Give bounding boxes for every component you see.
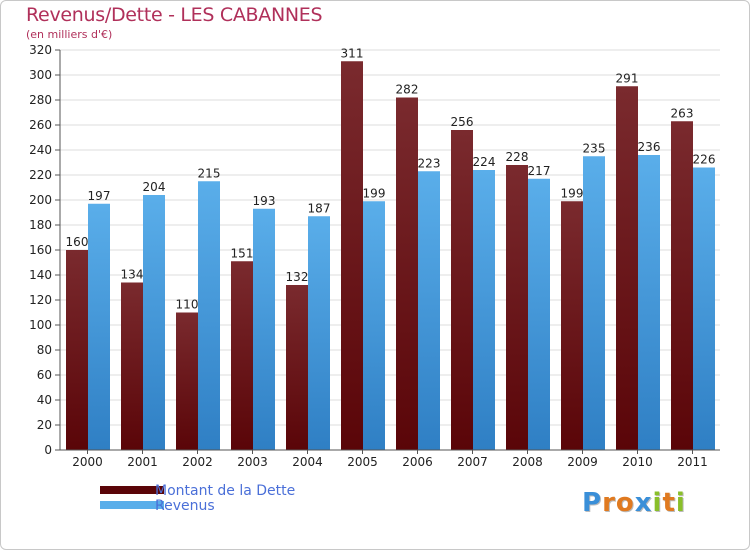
bar-dette (176, 312, 198, 450)
bar-dette (231, 261, 253, 450)
chart-subtitle: (en milliers d'€) (26, 28, 113, 41)
y-tick-label: 300 (29, 68, 52, 82)
bar-dette (286, 285, 308, 450)
y-tick-label: 320 (29, 43, 52, 57)
y-tick-label: 80 (37, 343, 52, 357)
data-label-revenus: 226 (693, 153, 716, 167)
logo-letter: o (615, 488, 635, 518)
y-tick-label: 140 (29, 268, 52, 282)
logo-letter: t (662, 488, 676, 518)
data-label-revenus: 217 (528, 164, 551, 178)
bar-revenus (88, 203, 110, 450)
bar-revenus (473, 170, 495, 450)
x-tick-label: 2002 (182, 455, 213, 469)
data-label-revenus: 193 (253, 194, 276, 208)
axes (55, 49, 720, 454)
y-tick-label: 120 (29, 293, 52, 307)
y-tick-label: 100 (29, 318, 52, 332)
data-label-revenus: 199 (363, 186, 386, 200)
data-label-revenus: 187 (308, 201, 331, 215)
bar-dette (341, 61, 363, 450)
logo-letter: i (652, 488, 663, 518)
bar-dette (616, 86, 638, 450)
x-tick-label: 2007 (457, 455, 488, 469)
x-tick-label: 2005 (347, 455, 378, 469)
y-tick-label: 240 (29, 143, 52, 157)
y-tick-label: 180 (29, 218, 52, 232)
y-tick-label: 0 (44, 443, 52, 457)
data-label-revenus: 223 (418, 156, 441, 170)
bar-revenus (143, 195, 165, 450)
bar-dette (121, 282, 143, 450)
data-label-dette: 256 (451, 115, 474, 129)
data-label-revenus: 215 (198, 166, 221, 180)
y-tick-label: 20 (37, 418, 52, 432)
bar-dette (451, 130, 473, 450)
data-label-revenus: 197 (88, 189, 111, 203)
data-label-dette: 311 (341, 46, 364, 60)
data-label-dette: 291 (616, 71, 639, 85)
bar-dette (561, 201, 583, 450)
y-tick-label: 200 (29, 193, 52, 207)
legend-label-revenus: Revenus (155, 498, 215, 514)
legend-swatch-revenus (100, 501, 164, 509)
labels: 0 20 40 60 80 100 120 140 160 180 200 220 240 260 280 3… (29, 43, 715, 469)
x-tick-label: 2011 (677, 455, 708, 469)
x-tick-label: 2009 (567, 455, 598, 469)
bars (66, 61, 715, 450)
logo-letter: r (602, 488, 616, 518)
bar-dette (66, 250, 88, 450)
bar-revenus (198, 181, 220, 450)
bar-revenus (308, 216, 330, 450)
x-tick-label: 2008 (512, 455, 543, 469)
bar-revenus (638, 155, 660, 450)
y-tick-label: 160 (29, 243, 52, 257)
data-label-dette: 134 (121, 268, 144, 282)
data-label-revenus: 224 (473, 155, 496, 169)
logo-letter: P (582, 488, 603, 518)
y-tick-label: 280 (29, 93, 52, 107)
data-label-dette: 110 (176, 298, 199, 312)
y-tick-label: 60 (37, 368, 52, 382)
bar-revenus (253, 208, 275, 450)
data-label-dette: 199 (561, 186, 584, 200)
bar-dette (506, 165, 528, 450)
chart-title: Revenus/Dette - LES CABANNES (26, 4, 323, 26)
x-tick-label: 2010 (622, 455, 653, 469)
data-label-dette: 263 (671, 106, 694, 120)
logo-letter: i (675, 488, 686, 518)
bar-revenus (363, 201, 385, 450)
x-tick-label: 2003 (237, 455, 268, 469)
bar-dette (671, 121, 693, 450)
data-label-dette: 282 (396, 83, 419, 97)
data-label-revenus: 204 (143, 180, 166, 194)
legend-swatch-dette (100, 486, 164, 494)
bar-revenus (418, 171, 440, 450)
data-label-revenus: 236 (638, 140, 661, 154)
data-label-dette: 151 (231, 246, 254, 260)
data-label-revenus: 235 (583, 141, 606, 155)
legend-label-dette: Montant de la Dette (155, 483, 296, 499)
y-tick-label: 260 (29, 118, 52, 132)
data-label-dette: 228 (506, 150, 529, 164)
x-tick-label: 2004 (292, 455, 323, 469)
data-label-dette: 132 (286, 270, 309, 284)
y-tick-label: 40 (37, 393, 52, 407)
grid-lines (60, 49, 720, 451)
x-tick-label: 2001 (127, 455, 158, 469)
y-tick-label: 220 (29, 168, 52, 182)
x-tick-label: 2000 (72, 455, 103, 469)
x-tick-label: 2006 (402, 455, 433, 469)
bar-revenus (528, 178, 550, 450)
logo-letter: x (634, 488, 653, 518)
data-label-dette: 160 (66, 235, 89, 249)
bar-revenus (693, 167, 715, 450)
bar-dette (396, 97, 418, 450)
proxiti-logo: Proxiti (582, 488, 686, 518)
bar-revenus (583, 156, 605, 450)
